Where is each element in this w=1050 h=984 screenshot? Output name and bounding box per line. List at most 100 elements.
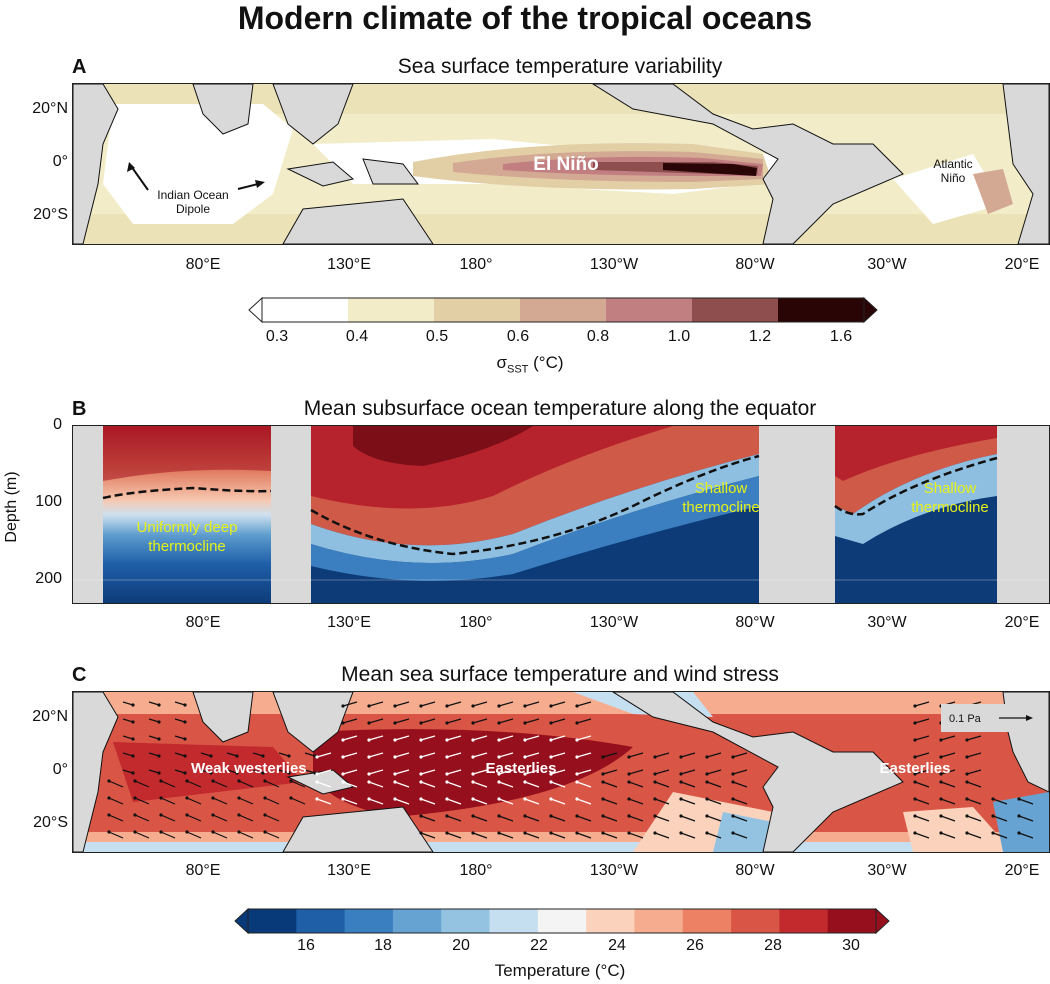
wind-vector <box>602 832 618 839</box>
figure-title: Modern climate of the tropical oceans <box>237 0 813 36</box>
colorbar-extend-high <box>863 297 878 323</box>
wind-vector <box>1018 832 1034 839</box>
wind-vector <box>212 797 228 805</box>
wind-vector <box>524 832 540 839</box>
wind-vector-head <box>185 813 189 817</box>
wind-vector <box>940 752 956 758</box>
wind-vector-head <box>497 772 501 776</box>
panel-c-xtick-130e: 130°E <box>327 862 371 879</box>
wind-vector-head <box>445 738 449 742</box>
wind-vector <box>732 815 748 822</box>
wind-vector <box>472 798 488 805</box>
wind-vector-head <box>653 831 657 835</box>
colorbar-swatch <box>348 298 435 322</box>
wind-vector <box>394 718 410 724</box>
panel-a-xtick-180: 180° <box>459 256 493 273</box>
wind-vector-head <box>549 797 553 801</box>
weak-westerlies-label: Weak westerlies <box>191 760 307 777</box>
cb-a-label: σSST (°C) <box>496 353 564 376</box>
wind-vector-head <box>471 704 475 708</box>
wind-vector <box>680 781 696 788</box>
wind-vector <box>654 769 670 775</box>
wind-stress-vectors <box>107 701 1034 839</box>
wind-vector-head <box>131 754 135 758</box>
panel-a-xtick-20e: 20°E <box>1004 256 1040 273</box>
wind-vector <box>446 832 462 839</box>
colorbar-swatch <box>537 909 587 933</box>
wind-vector-head <box>939 772 943 776</box>
wind-vector <box>394 701 410 707</box>
panel-c-xtick-130w: 130°W <box>589 862 639 879</box>
colorbar-swatch <box>296 909 346 933</box>
wind-vector <box>732 769 748 775</box>
wind-vector-head <box>315 780 319 784</box>
wind-vector <box>160 814 176 822</box>
wind-vector-head <box>183 754 187 758</box>
wind-vector <box>342 718 358 724</box>
wind-vector <box>212 814 228 822</box>
wind-vector <box>264 831 280 839</box>
wind-vector-head <box>315 772 319 776</box>
wind-vector-head <box>705 780 709 784</box>
wind-vector <box>134 780 150 788</box>
wind-vector-head <box>939 755 943 759</box>
sst-variability-colorbar <box>248 297 878 323</box>
wind-vector <box>498 735 514 741</box>
wind-vector-head <box>991 797 995 801</box>
wind-vector-head <box>471 831 475 835</box>
colorbar-swatch <box>731 909 780 933</box>
wind-vector <box>134 814 150 822</box>
wind-vector-head <box>991 814 995 818</box>
wind-vector-head <box>653 814 657 818</box>
wind-vector <box>966 815 982 822</box>
wind-vector-head <box>211 779 215 783</box>
wind-vector <box>420 718 436 724</box>
wind-vector-head <box>497 704 501 708</box>
wind-vector <box>576 701 592 707</box>
wind-vector <box>186 814 202 822</box>
cb-a-tick-6: 1.2 <box>748 328 772 345</box>
wind-vector <box>122 752 134 757</box>
panel-b-xtick-30w: 30°W <box>867 614 907 631</box>
wind-vector-head <box>131 703 135 707</box>
wind-scale-label: 0.1 Pa <box>949 713 982 725</box>
sst-wind-stress-map: Weak westerlies Easterlies Easterlies 0.… <box>72 691 1050 853</box>
wind-vector <box>524 815 540 822</box>
wind-vector <box>420 735 436 741</box>
iod-arrow-east <box>237 183 259 190</box>
wind-vector <box>342 752 358 758</box>
wind-vector-head <box>237 796 241 800</box>
wind-vector-head <box>107 813 111 817</box>
colorbar-swatch <box>392 909 442 933</box>
wind-vector-head <box>627 780 631 784</box>
wind-vector <box>1018 798 1034 805</box>
atlantic-easterlies-label: Easterlies <box>880 760 951 777</box>
cb-a-tick-3: 0.6 <box>506 328 530 345</box>
panel-c-ytick-20s: 20°S <box>33 814 68 831</box>
wind-vector <box>368 701 384 707</box>
panel-a-xtick-80e: 80°E <box>185 256 221 273</box>
wind-vector-head <box>367 738 371 742</box>
wind-vector-head <box>549 772 553 776</box>
wind-vector <box>446 769 462 775</box>
wind-vector <box>108 780 124 788</box>
wind-vector-head <box>523 755 527 759</box>
wind-vector-head <box>183 720 187 724</box>
wind-vector <box>940 815 956 822</box>
wind-vector <box>732 798 748 805</box>
wind-vector-head <box>211 813 215 817</box>
wind-vector-head <box>209 754 213 758</box>
wind-vector-head <box>157 771 161 775</box>
wind-vector-head <box>549 814 553 818</box>
wind-vector <box>914 781 930 788</box>
wind-vector-head <box>679 797 683 801</box>
wind-vector <box>914 752 930 758</box>
pacific-easterlies-label: Easterlies <box>486 760 557 777</box>
wind-vector-head <box>445 721 449 725</box>
wind-vector <box>316 769 332 775</box>
panel-b-title: Mean subsurface ocean temperature along … <box>303 397 817 420</box>
io-thermocline-line1: Uniformly deep <box>137 519 238 536</box>
wind-vector-head <box>679 755 683 759</box>
wind-vector-head <box>237 779 241 783</box>
wind-vector-head <box>419 772 423 776</box>
